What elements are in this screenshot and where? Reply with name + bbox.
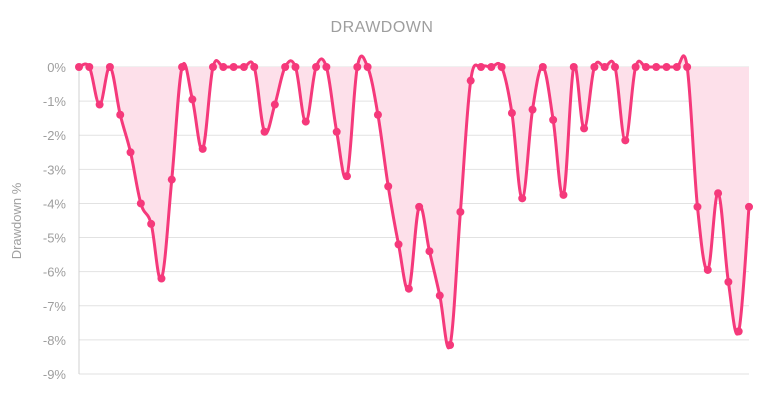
data-point[interactable] [477, 63, 485, 71]
data-point[interactable] [229, 63, 238, 71]
data-point[interactable] [672, 63, 681, 71]
data-point[interactable] [219, 63, 228, 71]
data-point[interactable] [641, 63, 650, 71]
data-point[interactable] [466, 76, 475, 85]
data-point[interactable] [549, 115, 558, 124]
data-point[interactable] [167, 175, 176, 184]
y-tick-label: -4% [43, 196, 67, 211]
data-point[interactable] [250, 63, 259, 71]
y-axis-label: Drawdown % [9, 182, 24, 259]
data-point[interactable] [611, 63, 619, 71]
data-point[interactable] [456, 207, 465, 216]
data-point[interactable] [446, 341, 455, 350]
data-point[interactable] [312, 63, 321, 71]
data-point[interactable] [631, 63, 640, 71]
data-point[interactable] [507, 109, 516, 118]
data-point[interactable] [559, 190, 568, 199]
y-tick-label: -9% [43, 367, 67, 382]
data-point[interactable] [404, 284, 413, 293]
data-point[interactable] [693, 202, 702, 211]
data-point[interactable] [590, 63, 599, 71]
data-point[interactable] [518, 194, 527, 203]
data-point[interactable] [621, 136, 630, 145]
data-point[interactable] [75, 63, 83, 71]
data-point[interactable] [95, 100, 104, 109]
point-layer [75, 63, 753, 350]
data-point[interactable] [209, 63, 217, 71]
y-tick-label: -2% [43, 128, 67, 143]
data-point[interactable] [538, 63, 547, 71]
data-point[interactable] [745, 202, 753, 211]
tick-layer: 0% -1% -2% -3% -4% -5% -6% -7% -8% -9% [43, 60, 67, 382]
data-point[interactable] [652, 63, 661, 71]
chart-title: DRAWDOWN [331, 19, 434, 36]
data-point[interactable] [662, 63, 671, 71]
data-point[interactable] [703, 265, 712, 274]
data-point[interactable] [435, 291, 444, 300]
data-point[interactable] [683, 63, 692, 71]
data-point[interactable] [126, 148, 135, 157]
data-point[interactable] [569, 63, 578, 71]
data-point[interactable] [116, 110, 125, 119]
y-tick-label: -5% [43, 231, 67, 246]
data-point[interactable] [239, 63, 248, 71]
data-point[interactable] [291, 63, 300, 71]
data-point[interactable] [714, 189, 723, 198]
data-point[interactable] [373, 110, 382, 119]
data-point[interactable] [188, 95, 197, 104]
data-point[interactable] [105, 63, 114, 71]
y-tick-label: -1% [43, 94, 67, 109]
data-point[interactable] [528, 105, 537, 114]
data-point[interactable] [394, 240, 403, 249]
data-point[interactable] [724, 277, 733, 286]
data-point[interactable] [425, 247, 434, 256]
data-point[interactable] [147, 219, 156, 228]
data-point[interactable] [384, 182, 393, 191]
data-point[interactable] [260, 127, 269, 136]
y-tick-label: -8% [43, 333, 67, 348]
data-point[interactable] [332, 127, 341, 136]
data-point[interactable] [353, 63, 362, 71]
data-point[interactable] [734, 327, 743, 336]
data-point[interactable] [322, 63, 331, 71]
data-point[interactable] [157, 274, 166, 283]
data-point[interactable] [281, 63, 290, 71]
y-tick-label: -6% [43, 265, 67, 280]
data-point[interactable] [343, 172, 351, 181]
data-point[interactable] [487, 63, 496, 71]
data-point[interactable] [136, 199, 145, 208]
data-point[interactable] [415, 202, 424, 211]
data-point[interactable] [178, 63, 187, 71]
y-tick-label: -3% [43, 162, 67, 177]
data-point[interactable] [497, 63, 506, 71]
y-tick-label: -7% [43, 299, 67, 314]
drawdown-area [79, 55, 749, 348]
data-point[interactable] [301, 117, 310, 126]
y-tick-label: 0% [47, 60, 66, 75]
data-point[interactable] [580, 124, 589, 133]
data-point[interactable] [85, 63, 94, 71]
area-layer [79, 55, 749, 348]
data-point[interactable] [363, 63, 372, 71]
data-point[interactable] [600, 63, 609, 71]
data-point[interactable] [198, 144, 207, 153]
data-point[interactable] [270, 100, 279, 109]
